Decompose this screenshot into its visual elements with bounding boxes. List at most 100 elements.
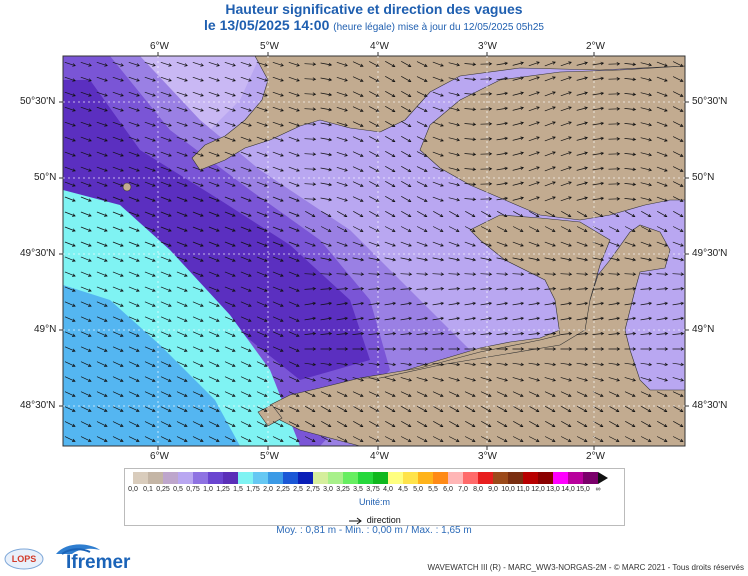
direction-arrow (112, 391, 124, 397)
direction-arrow (176, 316, 188, 322)
direction-arrow (385, 420, 396, 428)
direction-arrow (64, 301, 76, 307)
direction-arrow (208, 256, 220, 262)
direction-arrow (160, 271, 172, 277)
colorbar-tick-label: 1,5 (233, 486, 243, 493)
direction-arrow (480, 272, 493, 276)
direction-arrow (417, 405, 428, 413)
direction-arrow (672, 347, 685, 351)
direction-arrow (144, 121, 156, 127)
direction-arrow (432, 436, 444, 442)
direction-arrow (497, 420, 508, 428)
direction-arrow (304, 137, 317, 141)
direction-arrow (624, 331, 637, 336)
direction-arrow (656, 76, 668, 82)
direction-arrow (256, 406, 268, 412)
direction-arrow (288, 361, 300, 367)
direction-arrow (401, 75, 412, 83)
direction-arrow (385, 75, 396, 83)
direction-arrow (288, 106, 300, 112)
direction-arrow (544, 286, 557, 291)
direction-arrow (336, 347, 349, 351)
direction-arrow (96, 151, 108, 157)
direction-arrow (320, 331, 333, 336)
direction-arrow (448, 286, 461, 291)
direction-arrow (448, 137, 461, 142)
direction-arrow (416, 166, 428, 172)
direction-arrow (672, 301, 685, 306)
direction-arrow (496, 241, 508, 247)
direction-arrow (96, 226, 108, 232)
direction-arrow (240, 436, 252, 442)
direction-arrow (656, 61, 668, 67)
direction-arrow (464, 226, 476, 232)
direction-arrow (496, 436, 508, 442)
direction-arrow (176, 406, 188, 412)
direction-arrow (560, 377, 573, 382)
direction-arrow (80, 376, 92, 382)
direction-arrow (208, 91, 220, 97)
direction-arrow (576, 347, 589, 351)
direction-arrow (448, 391, 460, 397)
colorbar-swatch (418, 472, 433, 484)
direction-arrow (464, 272, 477, 276)
direction-arrow (656, 226, 668, 232)
direction-arrow (608, 137, 621, 141)
colorbar-swatch (328, 472, 343, 484)
direction-arrow (416, 316, 429, 321)
lon-label-top-6w: 6°W (150, 41, 169, 52)
direction-arrow (624, 257, 637, 262)
direction-arrow (160, 121, 172, 127)
direction-arrow (320, 316, 333, 321)
colorbar-swatch (238, 472, 253, 484)
direction-arrow (624, 301, 637, 306)
direction-arrow (352, 151, 364, 157)
direction-arrow (272, 331, 284, 337)
direction-arrow (352, 121, 364, 127)
colorbar-tick-label: 2,75 (306, 486, 320, 493)
direction-arrow (385, 135, 396, 143)
direction-arrow (672, 76, 684, 82)
direction-arrow (448, 182, 461, 187)
direction-arrow (224, 136, 236, 142)
direction-arrow (304, 347, 317, 351)
lon-label-top-2w: 2°W (586, 41, 605, 52)
direction-arrow (208, 151, 220, 157)
direction-arrow (592, 121, 605, 126)
direction-arrow (577, 420, 588, 428)
direction-arrow (592, 151, 605, 156)
direction-arrow (320, 167, 333, 172)
direction-arrow (496, 391, 508, 397)
direction-arrow (96, 346, 108, 352)
direction-arrow (160, 406, 172, 412)
direction-arrow (576, 61, 589, 66)
direction-arrow (208, 301, 220, 307)
direction-arrow (512, 76, 525, 81)
direction-arrow (560, 136, 572, 142)
direction-arrow (304, 316, 317, 321)
direction-arrow (480, 301, 493, 306)
direction-arrow (240, 121, 252, 127)
direction-arrow (401, 120, 412, 128)
colorbar-tick-label: 7,0 (458, 486, 468, 493)
direction-arrow (240, 211, 252, 217)
direction-arrow (272, 241, 284, 247)
direction-arrow (624, 316, 637, 321)
direction-arrow (560, 76, 572, 82)
direction-arrow (368, 241, 380, 247)
colorbar-tick-label: 9,0 (488, 486, 498, 493)
direction-arrow (592, 106, 605, 111)
colorbar-tick-label: 0,1 (143, 486, 153, 493)
direction-arrow (320, 107, 333, 112)
direction-arrow (384, 316, 397, 321)
direction-arrow (497, 210, 508, 218)
direction-arrow (128, 196, 140, 202)
direction-arrow (433, 405, 444, 413)
direction-arrow (496, 347, 509, 351)
colorbar-swatch (478, 472, 493, 484)
direction-arrow (128, 286, 140, 292)
direction-arrow (128, 346, 140, 352)
direction-arrow (64, 376, 76, 382)
direction-arrow (144, 241, 156, 247)
direction-arrow (352, 241, 364, 247)
